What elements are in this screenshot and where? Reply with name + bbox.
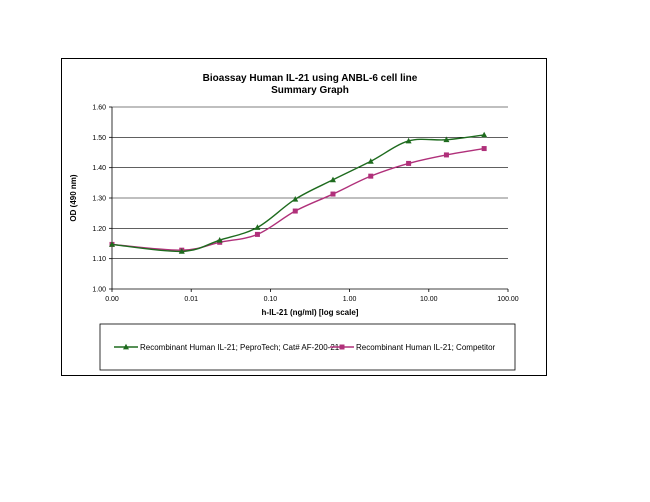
x-tick-label: 0.01: [184, 296, 198, 303]
y-tick-label: 1.40: [92, 165, 106, 172]
grid-lines: [112, 106, 508, 259]
x-tick-label: 0.10: [264, 296, 278, 303]
series-line: [111, 134, 485, 253]
y-axis-ticks: 1.00 1.10 1.20 1.30 1.40 1.50 1.60: [92, 105, 112, 294]
legend-item-1: Recombinant Human IL-21; Competitor: [330, 343, 496, 352]
x-tick-label: 10.00: [420, 296, 438, 303]
y-axis-label: OD (490 nm): [69, 174, 78, 221]
y-tick-label: 1.60: [92, 105, 106, 112]
legend-item-0: Recombinant Human IL-21; PeproTech; Cat#…: [114, 343, 340, 352]
chart-subtitle: Summary Graph: [271, 85, 349, 96]
series-1: [109, 146, 487, 253]
data-point-square: [292, 208, 298, 214]
series-0: [109, 131, 488, 254]
data-point-triangle: [123, 343, 129, 350]
data-point-square: [481, 146, 487, 152]
y-tick-label: 1.30: [92, 196, 106, 203]
data-point-triangle: [216, 236, 223, 243]
legend-label: Recombinant Human IL-21; PeproTech; Cat#…: [140, 343, 340, 352]
legend: Recombinant Human IL-21; PeproTech; Cat#…: [114, 343, 496, 352]
data-point-square: [368, 173, 374, 179]
data-point-square: [406, 160, 412, 166]
chart-title: Bioassay Human IL-21 using ANBL-6 cell l…: [203, 73, 418, 84]
data-point-triangle: [254, 224, 261, 230]
data-point-triangle: [405, 137, 412, 144]
chart-frame: Bioassay Human IL-21 using ANBL-6 cell l…: [61, 58, 547, 376]
x-tick-label: 0.00: [105, 296, 119, 303]
x-tick-label: 1.00: [343, 296, 357, 303]
series-layer: [109, 131, 488, 254]
data-point-triangle: [178, 248, 185, 254]
series-line: [111, 147, 485, 251]
x-axis-ticks: 0.00 0.01 0.10 1.00 10.00 100.00: [105, 289, 519, 303]
x-tick-label: 100.00: [497, 296, 519, 303]
data-point-square: [339, 344, 345, 350]
data-point-square: [330, 191, 336, 197]
data-point-triangle: [109, 241, 115, 247]
data-point-triangle: [481, 131, 488, 138]
data-point-square: [443, 152, 449, 158]
data-point-square: [254, 231, 260, 237]
y-tick-label: 1.20: [92, 226, 106, 233]
y-tick-label: 1.00: [92, 287, 106, 294]
y-tick-label: 1.50: [92, 135, 106, 142]
legend-label: Recombinant Human IL-21; Competitor: [356, 343, 496, 352]
data-point-triangle: [367, 158, 374, 164]
data-point-triangle: [329, 176, 336, 183]
chart-svg: Bioassay Human IL-21 using ANBL-6 cell l…: [69, 73, 519, 371]
x-axis-label: h-IL-21 (ng/ml) [log scale]: [262, 308, 359, 317]
legend-box: [99, 323, 516, 371]
y-tick-label: 1.10: [92, 256, 106, 263]
data-point-triangle: [443, 136, 450, 143]
data-point-triangle: [292, 196, 299, 202]
